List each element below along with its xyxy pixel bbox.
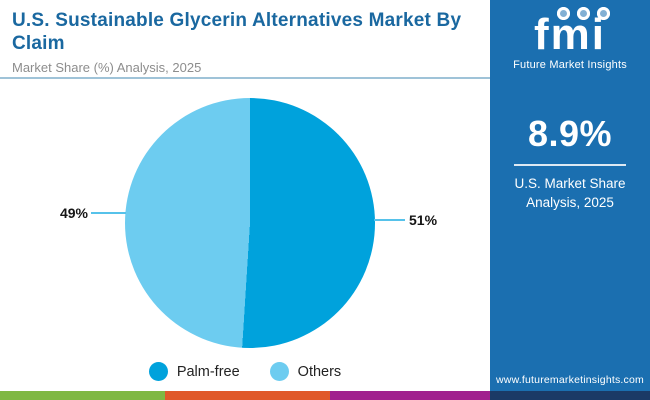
- logo-company-name: Future Market Insights: [513, 58, 627, 71]
- logo-globe-icons: [516, 7, 650, 20]
- globe-icon: [576, 7, 590, 20]
- legend-swatch-others: [269, 362, 289, 381]
- footer-color-strip: [0, 391, 650, 400]
- chart-panel: U.S. Sustainable Glycerin Alternatives M…: [0, 0, 490, 381]
- legend-label-palm-free: Palm-free: [176, 363, 240, 380]
- slice-label-palm-free: 51%: [409, 212, 438, 228]
- page-title: U.S. Sustainable Glycerin Alternatives M…: [12, 10, 462, 55]
- legend-item-palm-free: Palm-free: [148, 362, 240, 381]
- fmi-logo: fmi Future Market Insights: [490, 0, 650, 71]
- slice-label-others: 49%: [59, 205, 88, 221]
- strip-purple: [330, 391, 490, 400]
- us-map-icon: [556, 7, 570, 20]
- legend-swatch-palm-free: [148, 362, 168, 381]
- globe-pin-icon: [596, 7, 610, 20]
- stat-caption: U.S. Market Share Analysis, 2025: [514, 175, 626, 210]
- callout-line-left: [91, 212, 126, 214]
- logo-wordmark: fmi: [534, 10, 606, 59]
- strip-navy: [490, 391, 650, 400]
- callout-line-right: [374, 219, 405, 221]
- page-subtitle: Market Share (%) Analysis, 2025: [12, 60, 202, 76]
- stat-block: 8.9% U.S. Market Share Analysis, 2025: [490, 113, 650, 213]
- pie-chart: [125, 98, 375, 348]
- legend-item-others: Others: [269, 362, 342, 381]
- strip-orange: [165, 391, 330, 400]
- legend: Palm-free Others: [0, 362, 490, 381]
- legend-label-others: Others: [297, 363, 342, 380]
- stat-divider: [514, 163, 626, 166]
- website-link[interactable]: www.futuremarketinsights.com: [496, 374, 644, 386]
- header-divider: [0, 77, 490, 79]
- brand-sidebar: fmi Future Market Insights 8.9% U.S. Mar…: [490, 0, 650, 391]
- stat-value: 8.9%: [527, 112, 613, 154]
- header: U.S. Sustainable Glycerin Alternatives M…: [0, 0, 490, 75]
- strip-green: [0, 391, 165, 400]
